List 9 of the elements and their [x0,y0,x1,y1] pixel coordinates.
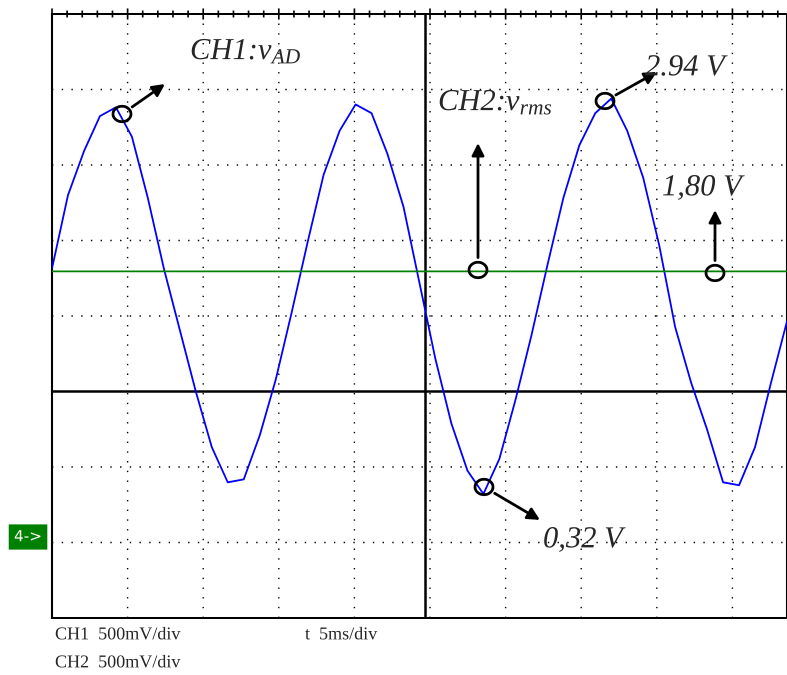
annotation: CH2:v$_{rms}$ [440,90,552,115]
annotation: 1,80 V [663,175,745,200]
text: 2.94 V [645,55,728,76]
text: t 5ms/div [305,626,378,640]
text: 4-> [14,530,40,542]
text: CH1 500mV/div [56,626,180,640]
text: 0,32 V [544,527,626,552]
text: CH1:v$_{AD}$ [192,38,300,64]
text: CH2 500mV/div [56,654,180,668]
